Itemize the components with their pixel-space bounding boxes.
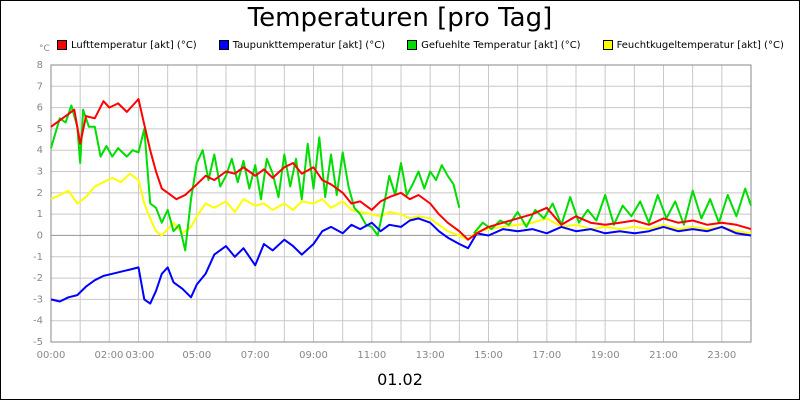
x-tick-label: 00:00 (37, 350, 66, 361)
y-tick-label: -4 (33, 316, 43, 327)
y-tick-label: 8 (37, 60, 43, 71)
x-tick-label: 19:00 (591, 350, 620, 361)
y-tick-label: -5 (33, 337, 43, 348)
y-tick-label: 0 (37, 230, 43, 241)
x-tick-label: 11:00 (357, 350, 386, 361)
series-line (50, 217, 752, 305)
x-tick-label: 23:00 (707, 350, 736, 361)
legend-label-taupunkt: Taupunkttemperatur [akt] (°C) (232, 39, 386, 51)
x-tick-label: 17:00 (532, 350, 561, 361)
series-line (50, 172, 752, 241)
legend-swatch-yellow (602, 40, 613, 50)
legend-swatch-blue (218, 40, 229, 50)
legend-item-lufttemperatur: Lufttemperatur [akt] (°C) (57, 40, 197, 51)
y-tick-label: -3 (33, 294, 43, 305)
legend-item-taupunkt: Taupunkttemperatur [akt] (°C) (218, 39, 386, 51)
y-axis-unit: °C (39, 44, 50, 54)
x-tick-label: 15:00 (474, 350, 503, 361)
legend-item-gefuehlte: Gefuehlte Temperatur [akt] (°C) (407, 39, 581, 51)
y-tick-label: 4 (37, 145, 43, 156)
chart-title: Temperaturen [pro Tag] (247, 3, 553, 33)
y-tick-label: 1 (37, 209, 43, 220)
legend-label-feuchtkugel: Feuchtkugeltemperatur [akt] (°C) (616, 39, 784, 51)
x-tick-label: 05:00 (182, 350, 211, 361)
y-tick-label: 2 (37, 188, 43, 199)
chart-legend: Lufttemperatur [akt] (°C) Taupunkttemper… (57, 38, 800, 52)
x-tick-label: 13:00 (416, 350, 445, 361)
series-line (50, 98, 752, 241)
y-tick-label: 5 (37, 124, 43, 135)
y-tick-label: 7 (37, 81, 43, 92)
y-tick-label: -2 (33, 273, 43, 284)
x-tick-label: 03:00 (126, 350, 155, 361)
legend-label-gefuehlte: Gefuehlte Temperatur [akt] (°C) (421, 39, 581, 51)
legend-item-feuchtkugel: Feuchtkugeltemperatur [akt] (°C) (602, 39, 784, 51)
x-tick-label: 07:00 (241, 350, 270, 361)
x-tick-label: 09:00 (299, 350, 328, 361)
legend-swatch-red (57, 40, 67, 50)
x-tick-label: 02:00 (95, 350, 124, 361)
legend-label-lufttemperatur: Lufttemperatur [akt] (°C) (71, 39, 197, 51)
y-tick-label: 6 (37, 103, 43, 114)
y-tick-label: 3 (37, 167, 43, 178)
series-line (50, 104, 461, 252)
y-tick-label: -1 (33, 252, 43, 263)
x-tick-label: 21:00 (649, 350, 678, 361)
x-axis-date-label: 01.02 (377, 370, 423, 389)
legend-swatch-green (407, 40, 418, 50)
